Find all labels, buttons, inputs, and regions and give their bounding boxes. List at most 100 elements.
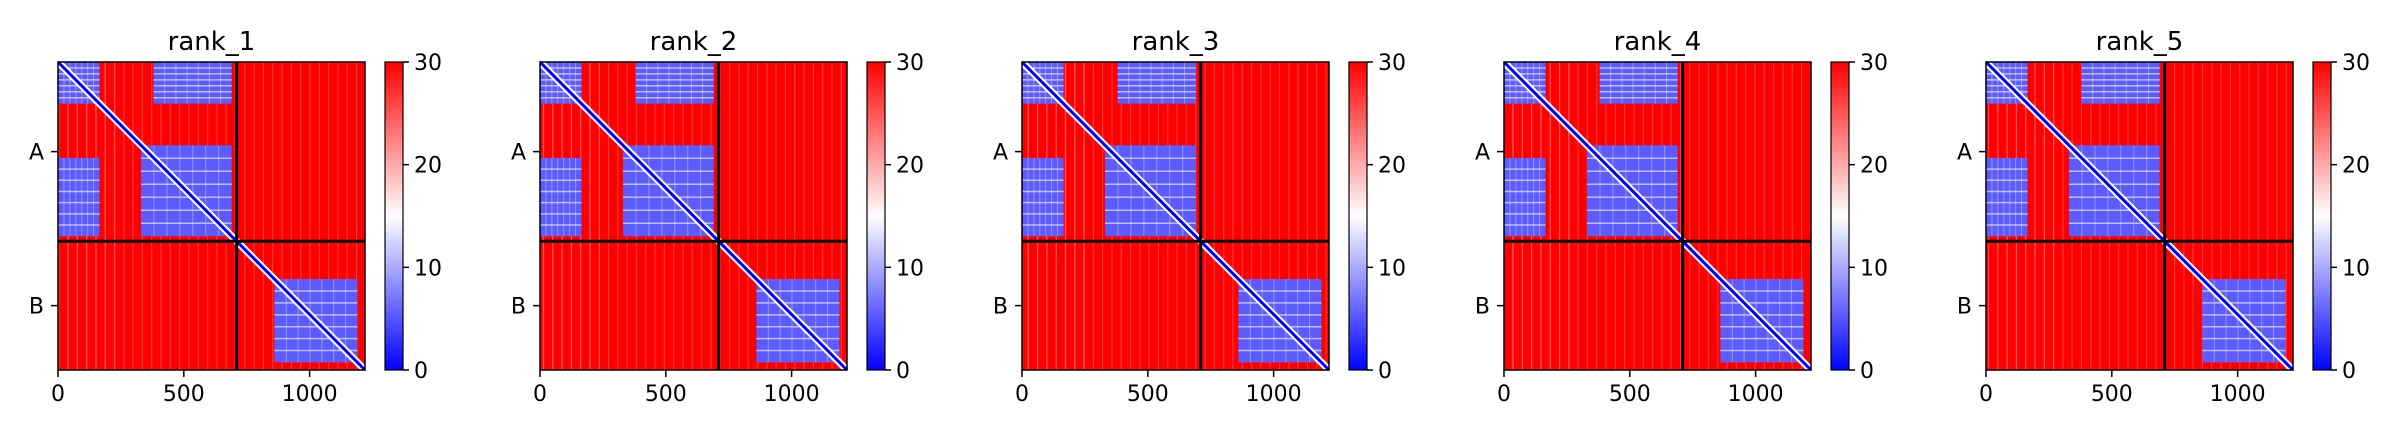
y-tick-label: B	[993, 295, 1008, 320]
y-tick-label: A	[993, 141, 1008, 166]
heatmap-diagonal	[1020, 60, 1331, 372]
x-tick-label: 500	[1127, 382, 1169, 407]
heatmap-texture	[2257, 62, 2259, 370]
heatmap-texture	[2201, 62, 2204, 370]
heatmap-low-block	[1504, 157, 1546, 237]
heatmap-low-block	[540, 157, 582, 237]
heatmap-texture	[1577, 62, 1579, 370]
heatmap-texture	[1297, 62, 1299, 370]
heatmap-texture	[1568, 62, 1570, 370]
plot-frame	[1021, 61, 1330, 371]
heatmap-texture	[812, 62, 814, 370]
heatmap-texture	[309, 62, 311, 370]
heatmap-texture	[2034, 62, 2036, 370]
heatmap-diagonal	[538, 60, 849, 372]
heatmap-texture	[1325, 62, 1327, 370]
heatmap-texture	[1074, 62, 1076, 370]
heatmap-texture	[1092, 62, 1094, 370]
heatmap-texture	[113, 62, 116, 370]
colorbar	[1831, 62, 1849, 370]
heatmap-texture	[1074, 62, 1076, 370]
pae-panel-1: rank_1 0 500 1000 A B 0 10 20 30	[29, 27, 442, 407]
heatmap-texture	[1549, 62, 1551, 370]
heatmap-texture	[2276, 62, 2278, 370]
plot-frame	[1503, 61, 1812, 371]
panel-title: rank_1	[168, 27, 256, 57]
y-tick-label: B	[1475, 295, 1490, 320]
heatmap-texture	[2267, 62, 2269, 370]
heatmap-texture	[1250, 62, 1253, 370]
heatmap-texture	[123, 62, 125, 370]
heatmap-texture	[244, 62, 246, 370]
x-tick-label: 0	[51, 382, 65, 407]
heatmap-texture	[2211, 62, 2213, 370]
y-tick-label: B	[511, 295, 526, 320]
heatmap-diagonal	[56, 60, 367, 372]
heatmap-texture	[2043, 62, 2046, 370]
colorbar-frame	[866, 61, 886, 371]
panel-title: rank_2	[650, 27, 738, 57]
heatmap-low-block	[1986, 157, 2028, 237]
heatmap-texture	[840, 62, 842, 370]
heatmap-texture	[719, 62, 721, 370]
colorbar	[2313, 62, 2331, 370]
heatmap-texture	[1559, 62, 1561, 370]
colorbar-tick-label: 0	[896, 359, 910, 384]
heatmap-diagonal	[1984, 60, 2295, 372]
heatmap-texture	[728, 62, 731, 370]
heatmap-texture	[2285, 62, 2287, 370]
x-tick-label: 1000	[282, 382, 338, 407]
y-tick-label: A	[29, 141, 44, 166]
colorbar-tick-label: 20	[1860, 154, 1888, 179]
heatmap-texture	[1223, 62, 1225, 370]
heatmap-texture	[1782, 62, 1784, 370]
colorbar-tick-label: 20	[1378, 154, 1406, 179]
x-tick-label: 500	[645, 382, 687, 407]
heatmap-texture	[803, 62, 805, 370]
colorbar	[1349, 62, 1367, 370]
heatmap-texture	[756, 62, 759, 370]
heatmap-texture	[2043, 62, 2045, 370]
heatmap-texture	[1568, 62, 1570, 370]
heatmap-texture	[2220, 62, 2222, 370]
heatmap-texture	[766, 62, 768, 370]
heatmap-texture	[328, 62, 330, 370]
heatmap-texture	[300, 62, 302, 370]
heatmap-low-block	[1022, 157, 1064, 237]
heatmap-texture	[1083, 62, 1085, 370]
x-tick-label: 500	[1609, 382, 1651, 407]
heatmap-texture	[1717, 62, 1719, 370]
heatmap-texture	[598, 62, 601, 370]
x-tick-label: 1000	[764, 382, 820, 407]
colorbar-tick-label: 20	[896, 154, 924, 179]
heatmap-texture	[114, 62, 116, 370]
heatmap-texture	[1791, 62, 1793, 370]
pae-panel-3: rank_3 0 500 1000 A B 0 10 20 30	[993, 27, 1406, 407]
heatmap-texture	[253, 62, 255, 370]
y-tick-label: B	[29, 295, 44, 320]
heatmap-texture	[1698, 62, 1700, 370]
heatmap-texture	[2239, 62, 2241, 370]
heatmap-diagonal	[1502, 60, 1813, 372]
heatmap-texture	[2192, 62, 2194, 370]
heatmap-texture	[346, 62, 348, 370]
heatmap-texture	[1064, 62, 1066, 370]
heatmap-low-block	[1117, 62, 1196, 104]
colorbar	[867, 62, 885, 370]
heatmap-texture	[2062, 62, 2064, 370]
x-tick-label: 0	[1015, 382, 1029, 407]
heatmap-texture	[1306, 62, 1309, 370]
x-tick-label: 1000	[1246, 382, 1302, 407]
colorbar-frame	[2312, 61, 2332, 371]
colorbar-tick-label: 20	[2342, 154, 2370, 179]
heatmap-texture	[831, 62, 833, 370]
colorbar-tick-label: 10	[2342, 256, 2370, 281]
panel-title: rank_3	[1132, 27, 1220, 57]
panel-title: rank_5	[2096, 27, 2184, 57]
heatmap-low-block	[2081, 62, 2160, 104]
pae-panel-5: rank_5 0 500 1000 A B 0 10 20 30	[1957, 27, 2370, 407]
heatmap-texture	[1269, 62, 1271, 370]
heatmap-texture	[104, 62, 107, 370]
colorbar-frame	[384, 61, 404, 371]
